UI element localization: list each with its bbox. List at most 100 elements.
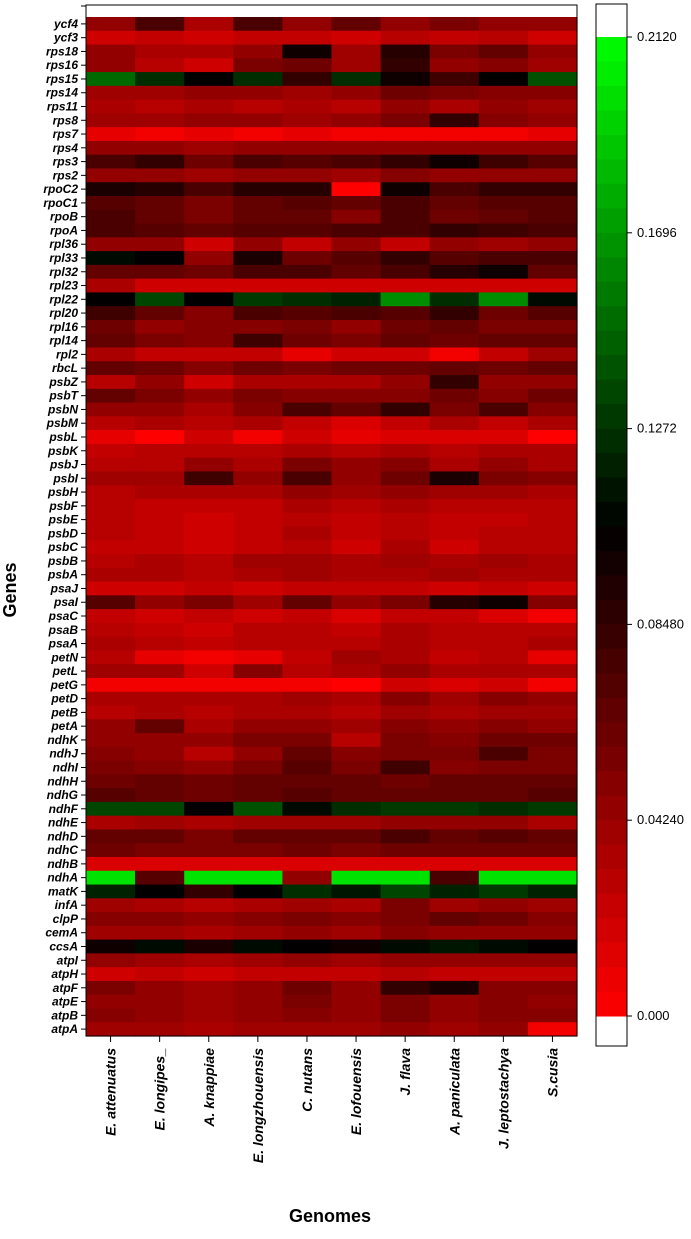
gene-labels: ycf4ycf3rps18rps16rps15rps14rps11rps8rps… — [43, 5, 86, 1036]
colorbar-swatch — [596, 257, 627, 283]
heatmap-cell — [233, 912, 283, 927]
heatmap-cell — [184, 30, 234, 46]
gene-label: atpE — [52, 995, 79, 1009]
gene-label: psbA — [47, 568, 78, 582]
heatmap-cell — [282, 72, 333, 87]
heatmap-cell — [331, 939, 382, 954]
heatmap-cell — [86, 264, 136, 280]
heatmap-cell — [380, 691, 431, 707]
heatmap-cell — [331, 140, 382, 156]
heatmap-cell — [86, 925, 136, 941]
heatmap-cell — [380, 953, 431, 968]
heatmap-cell — [527, 306, 578, 321]
heatmap-cell — [429, 636, 480, 652]
gene-label: psbI — [52, 471, 78, 485]
heatmap-cell — [282, 746, 333, 762]
heatmap-cell — [86, 388, 136, 404]
gene-label: rps4 — [53, 141, 79, 155]
gene-label: ndhF — [49, 802, 79, 816]
heatmap-cell — [527, 319, 578, 335]
heatmap-cell — [478, 884, 529, 899]
heatmap-cell — [86, 994, 136, 1010]
heatmap-cell — [282, 347, 333, 362]
colorbar-swatch — [596, 599, 627, 625]
heatmap-cell — [429, 85, 480, 101]
heatmap-cell — [233, 471, 283, 486]
heatmap-cell — [527, 278, 578, 294]
gene-label: ycf3 — [53, 31, 78, 45]
genome-label: J. leptostachya — [495, 1048, 511, 1149]
heatmap-cell — [233, 719, 283, 734]
heatmap-cell — [233, 788, 283, 803]
heatmap-cell — [331, 636, 382, 652]
heatmap-cell — [184, 44, 234, 59]
gene-label: atpF — [53, 981, 79, 995]
heatmap-cell — [380, 884, 431, 899]
heatmap-cell — [380, 264, 431, 280]
heatmap-cell — [527, 705, 578, 720]
heatmap-cell — [282, 912, 333, 927]
heatmap-cell — [429, 154, 480, 170]
heatmap-cell — [380, 140, 431, 156]
heatmap-cell — [184, 801, 234, 817]
heatmap-cell — [527, 85, 578, 101]
heatmap-cell — [478, 196, 529, 211]
heatmap-cell — [478, 237, 529, 252]
heatmap-cell — [282, 554, 333, 569]
heatmap-cell — [282, 361, 333, 376]
heatmap-cell — [135, 829, 185, 844]
heatmap-cell — [282, 251, 333, 266]
heatmap-cell — [86, 719, 136, 734]
heatmap-cell — [478, 347, 529, 362]
heatmap-cell — [282, 402, 333, 417]
heatmap-cell — [184, 58, 234, 73]
heatmap-cell — [86, 636, 136, 652]
heatmap-cell — [86, 595, 136, 610]
heatmap-cell — [184, 196, 234, 211]
heatmap-cell — [135, 760, 185, 775]
gene-label: psbT — [48, 389, 79, 403]
heatmap-cell — [135, 705, 185, 720]
heatmap-cell — [184, 154, 234, 170]
heatmap-cell — [233, 30, 283, 46]
heatmap-cell — [233, 567, 283, 583]
gene-label: rpl16 — [49, 320, 78, 334]
gene-label: cemA — [45, 926, 78, 940]
heatmap-cell — [331, 1022, 382, 1037]
heatmap-cell — [331, 733, 382, 748]
gene-label: ndhD — [47, 829, 78, 843]
heatmap-cell — [184, 788, 234, 803]
heatmap-cell — [380, 980, 431, 996]
heatmap-cell — [380, 168, 431, 183]
heatmap-cell — [86, 953, 136, 968]
colorbar-swatch — [596, 526, 627, 552]
heatmap-cell — [184, 140, 234, 156]
colorbar-swatch — [596, 281, 627, 307]
heatmap-cell — [135, 540, 185, 555]
heatmap-cell — [478, 829, 529, 844]
heatmap-cell — [331, 402, 382, 417]
gene-label: petB — [50, 705, 78, 719]
heatmap-cell — [86, 168, 136, 183]
heatmap-cell — [135, 306, 185, 321]
heatmap-cell — [184, 760, 234, 775]
heatmap-cell — [331, 127, 382, 142]
heatmap-cell — [429, 980, 480, 996]
heatmap-cell — [184, 209, 234, 225]
heatmap-cell — [86, 526, 136, 541]
colorbar-swatch — [596, 37, 627, 62]
heatmap-cell — [184, 554, 234, 569]
heatmap-cell — [478, 416, 529, 431]
heatmap-cell — [282, 664, 333, 679]
heatmap-cell — [429, 333, 480, 349]
gene-label: rpl22 — [49, 292, 78, 306]
heatmap-cell — [380, 939, 431, 954]
heatmap-cell — [527, 994, 578, 1010]
genome-labels: E. attenuatus E. longipes_ A. knappiae E. l… — [103, 1036, 560, 1163]
heatmap-cell — [478, 677, 529, 693]
heatmap-cell — [429, 540, 480, 555]
heatmap-cell — [429, 705, 480, 720]
heatmap-cell — [86, 884, 136, 899]
heatmap-cell — [184, 182, 234, 197]
heatmap-cell — [429, 925, 480, 941]
